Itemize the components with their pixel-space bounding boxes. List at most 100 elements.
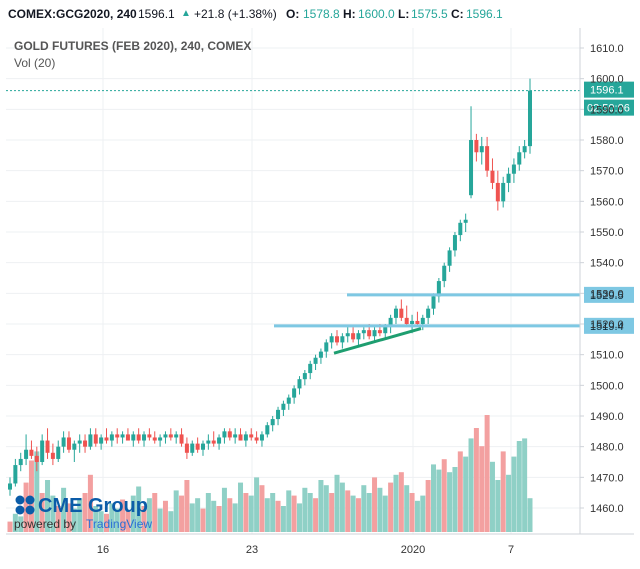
candle-body [458,222,463,236]
volume-bar [313,498,319,532]
volume-bar [350,495,356,532]
close-label: C: [451,7,464,21]
cme-logo: CME Group powered by TradingView [14,495,152,531]
volume-bar [506,474,512,532]
volume-bar [522,438,528,532]
candle-body [270,419,275,426]
volume-bar [125,511,131,532]
volume-bar [179,495,185,532]
candle-body [243,434,248,441]
volume-bar [468,438,474,532]
y-tick-label: 1480.0 [590,442,624,454]
volume-bar [388,482,394,532]
candle-body [479,146,484,153]
volume-bar [211,500,217,532]
candle-body [88,434,93,447]
volume-bar [511,456,517,532]
volume-bar [157,508,163,532]
symbol-label: COMEX:GCG2020, 240 [8,7,137,21]
volume-bar [221,487,227,532]
y-tick-label: 1470.0 [590,472,624,484]
volume-bar [527,498,533,532]
candle-body [506,173,511,183]
candle-body [511,164,516,174]
volume-bar [82,493,88,532]
candle-body [388,317,393,328]
last-price-label-bg [584,81,634,98]
candle-body [152,437,157,441]
close-value: 1596.1 [466,7,503,21]
candle-body [238,434,243,441]
volume-bar [425,480,431,532]
candle-body [399,308,404,318]
volume-bar [296,503,302,532]
volume-bar [393,474,399,532]
volume-bar [372,477,378,532]
candle-body [420,317,425,324]
last-price-value: 1596.1 [138,7,175,21]
countdown-label-bg [584,99,634,116]
volume-bar [280,506,286,532]
volume-bar [93,506,99,532]
candle-body [179,434,184,444]
candle-body [29,449,34,456]
candle-body [340,336,345,343]
candle-body [372,330,377,337]
candlesticks [8,78,532,496]
candle-body [142,434,147,441]
volume-bar [463,456,469,532]
candle-body [99,437,104,444]
volume-bar [146,498,152,532]
volume-bar [18,516,24,532]
volume-bar [355,498,361,532]
high-value: 1600.0 [358,7,395,21]
candle-body [40,440,45,462]
y-tick-label: 1520.0 [590,319,624,331]
volume-bar [254,477,260,532]
volume-bar [227,498,233,532]
volume-bar [87,474,93,532]
volume-bar [516,441,522,532]
y-tick-label: 1460.0 [590,503,624,515]
candle-body [254,437,259,441]
countdown-label: 02:50:06 [587,103,630,115]
candle-body [415,320,420,324]
volume-bar [345,490,351,532]
candle-body [18,458,23,466]
x-tick-label: 16 [97,544,109,556]
volume-indicator-label: Vol (20) [14,56,55,70]
level-label: 1519.4 [590,321,624,333]
candle-body [77,440,82,444]
volume-bar [141,506,147,532]
candle-body [217,437,222,444]
volume-bar [130,495,136,532]
candle-body [522,146,527,153]
candle-body [447,250,452,266]
y-tick-label: 1580.0 [590,135,624,147]
volume-bar [136,486,142,532]
candle-body [147,434,152,438]
candle-body [286,397,291,404]
y-tick-label: 1600.0 [590,74,624,86]
candle-body [50,452,55,459]
y-tick-label: 1550.0 [590,227,624,239]
candle-body [517,152,522,165]
candle-body [8,483,12,490]
volume-bar [61,487,67,532]
candle-body [463,219,468,223]
logo-dot-1 [15,495,25,505]
volume-bar [473,428,479,532]
volume-bar [55,506,61,532]
candle-body [227,431,232,438]
logo-dot-4 [25,505,35,515]
candle-body [308,363,313,374]
logo-dot-2 [25,495,35,505]
volume-bar [323,485,329,532]
volume-bar [275,500,281,532]
volume-bar [366,493,372,532]
volume-bar [264,498,270,532]
volume-bar [377,487,383,532]
candle-body [313,357,318,364]
volume-bar [173,490,179,532]
candle-body [184,443,189,453]
